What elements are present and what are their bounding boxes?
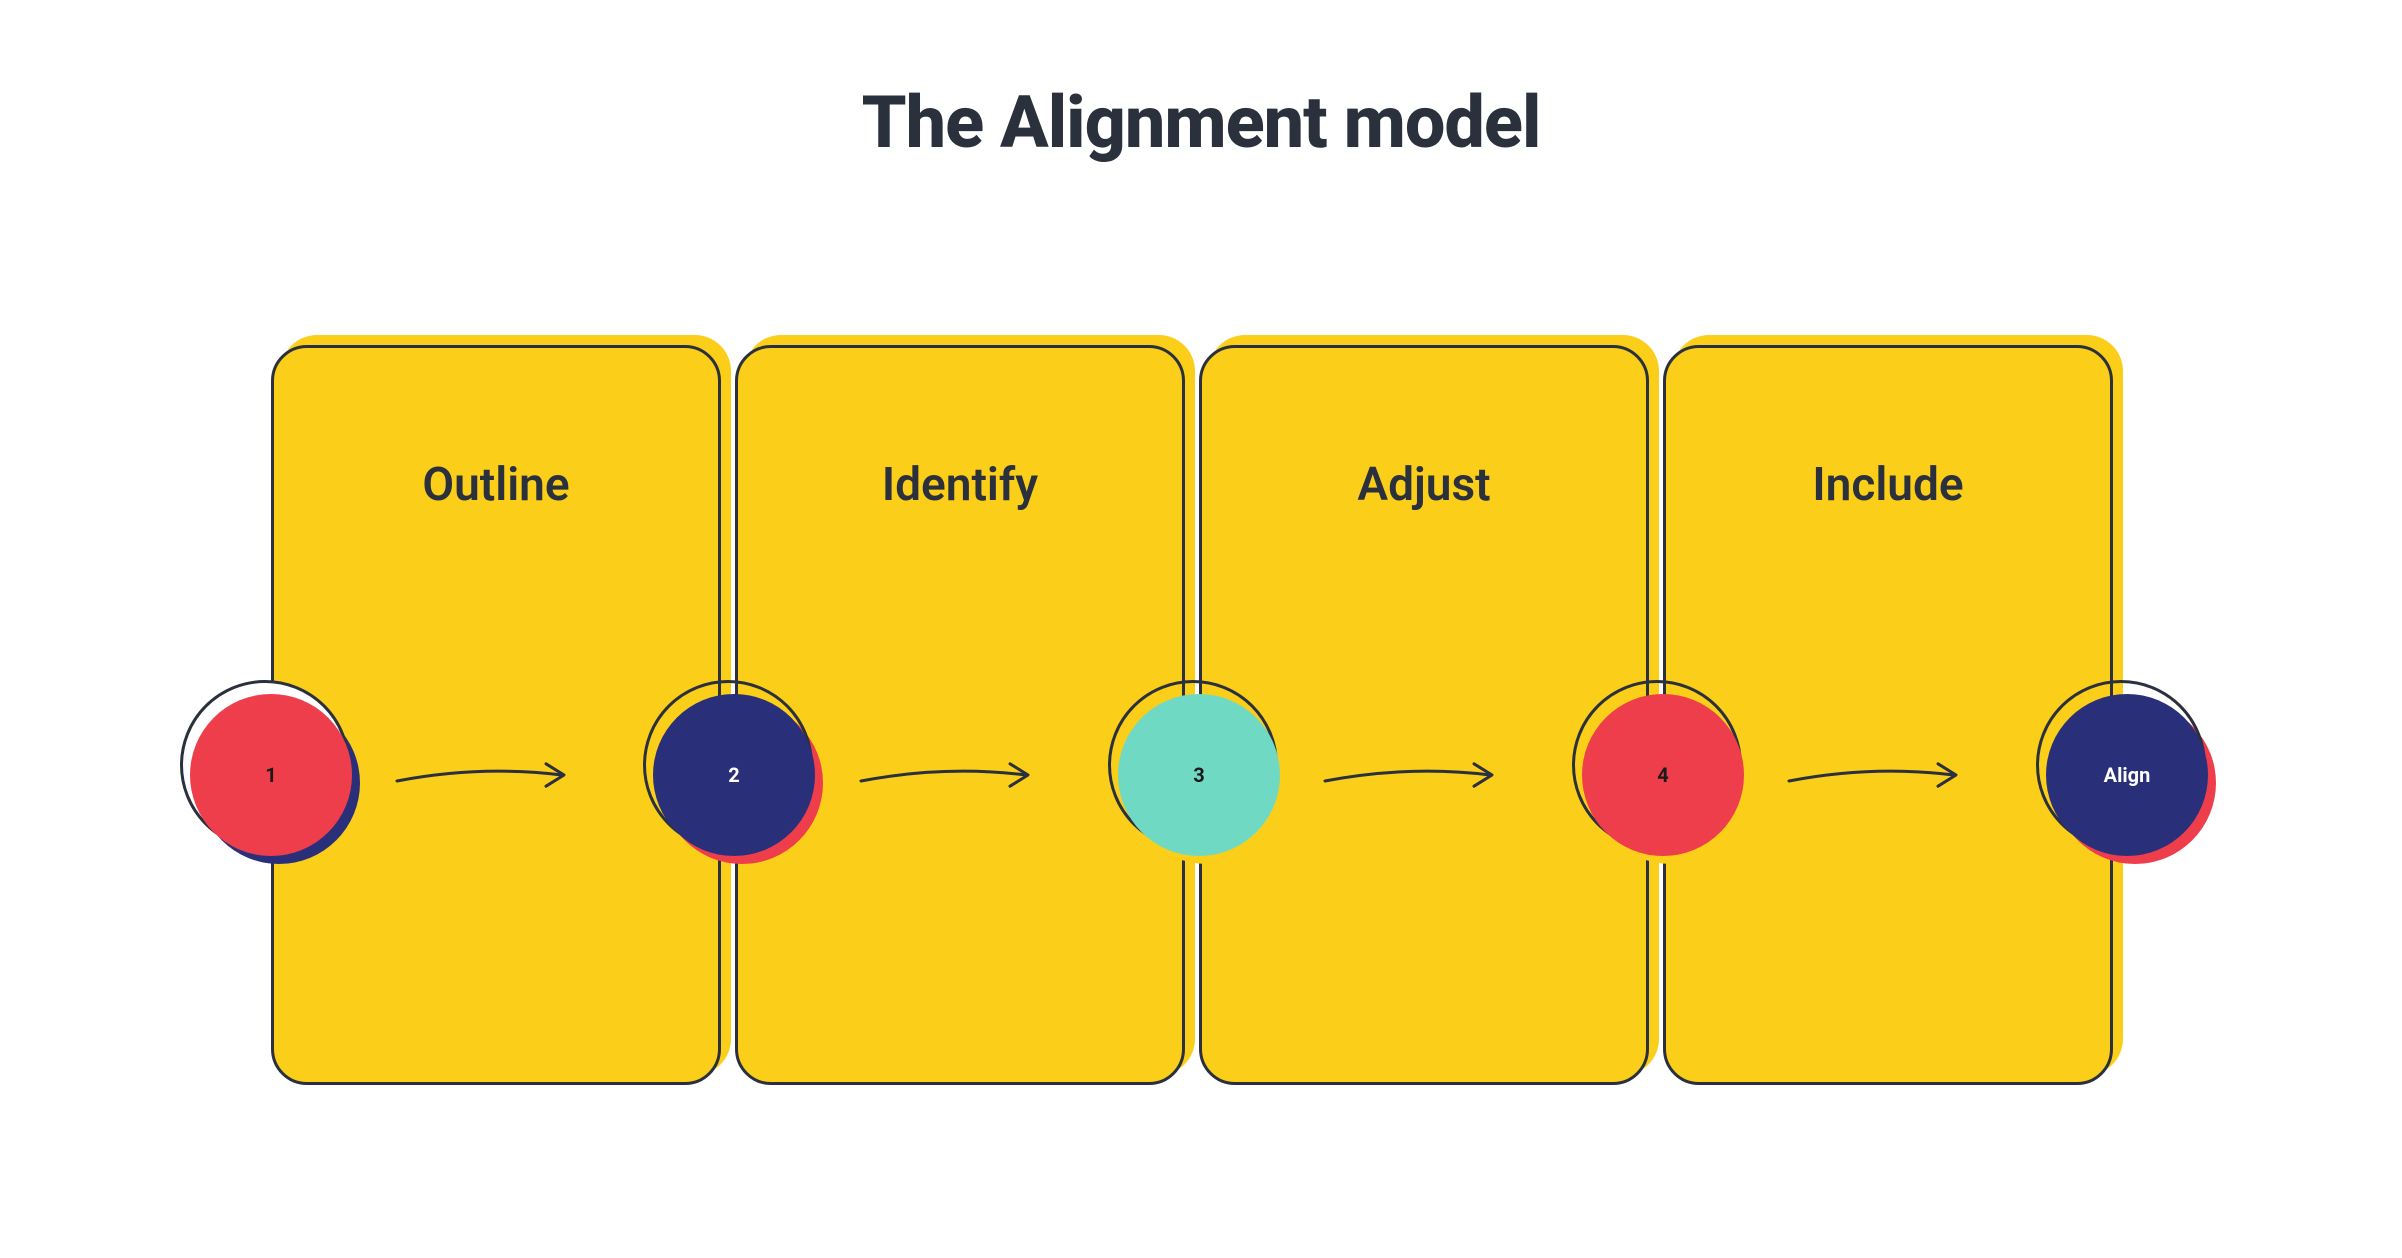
step-circle-1: 1	[190, 694, 352, 856]
step-circle-label: 1	[265, 763, 276, 787]
step-card-3: Adjust	[1199, 345, 1649, 1085]
step-circle-2: 2	[653, 694, 815, 856]
alignment-diagram: Outline Identify Adjust Include 1 2 3 4 Align	[171, 345, 2231, 1105]
step-card-label: Adjust	[1357, 458, 1490, 512]
step-circle-4: 4	[1582, 694, 1744, 856]
step-card-label: Include	[1812, 458, 1963, 512]
final-circle: Align	[2046, 694, 2208, 856]
step-circle-label: 4	[1657, 763, 1668, 787]
arrow-icon	[393, 755, 568, 795]
arrow-icon	[1321, 755, 1496, 795]
step-card-4: Include	[1663, 345, 2113, 1085]
step-card-1: Outline	[271, 345, 721, 1085]
step-circle-3: 3	[1118, 694, 1280, 856]
arrow-icon	[1785, 755, 1960, 795]
step-circle-label: Align	[2104, 763, 2151, 787]
step-card-2: Identify	[735, 345, 1185, 1085]
step-circle-label: 3	[1193, 763, 1204, 787]
step-card-label: Outline	[422, 458, 569, 512]
arrow-icon	[857, 755, 1032, 795]
step-card-label: Identify	[882, 458, 1038, 512]
step-circle-label: 2	[728, 763, 739, 787]
diagram-title: The Alignment model	[0, 0, 2402, 165]
